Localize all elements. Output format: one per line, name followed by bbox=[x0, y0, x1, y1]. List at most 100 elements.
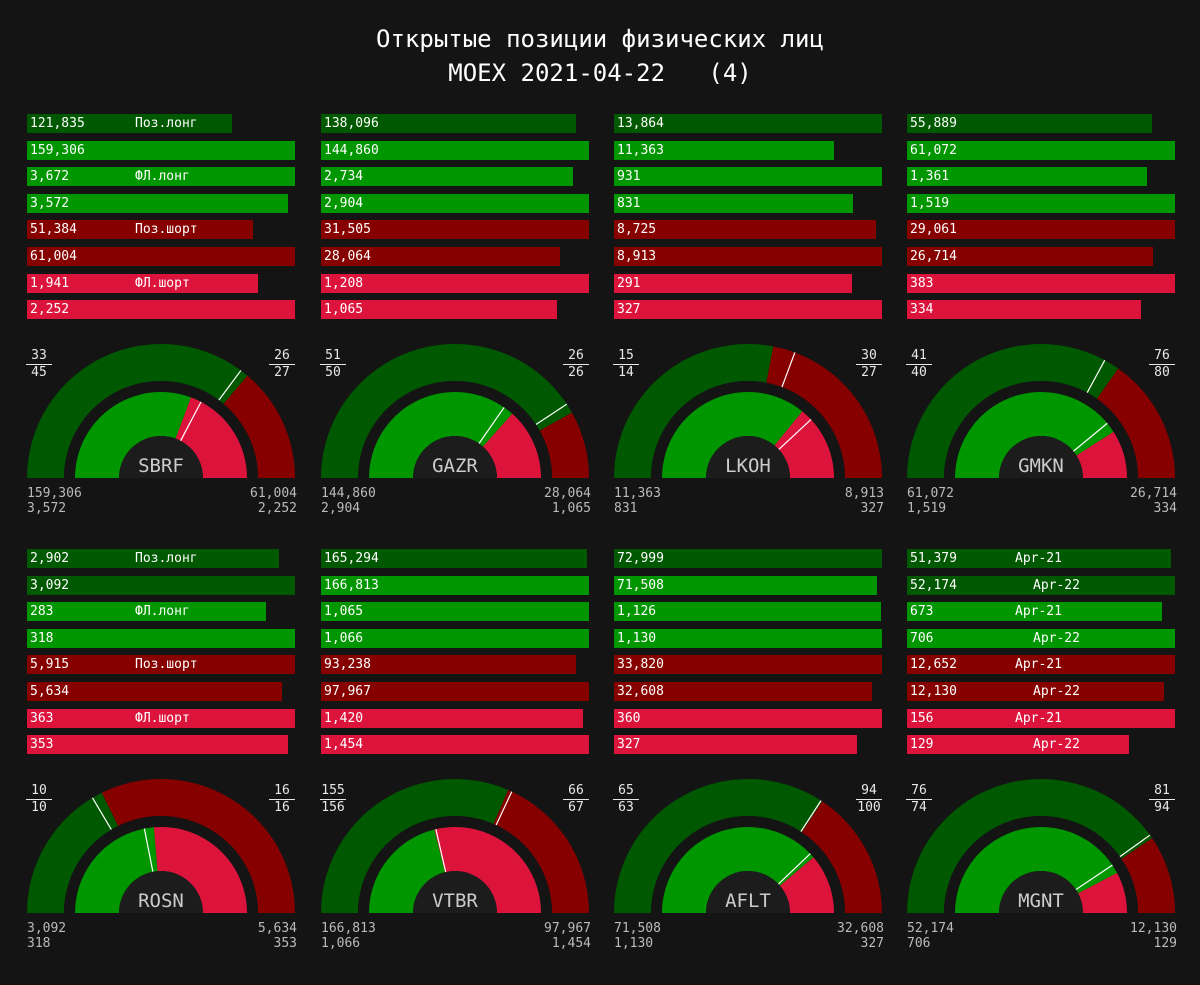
bar-value: 327 bbox=[617, 302, 641, 318]
ticker-panel-sbrf: 121,835 Поз.лонг 159,306 3,672 ФЛ.лонг 3,572 5… bbox=[26, 114, 297, 542]
footer-value: 2,252 bbox=[257, 501, 297, 516]
footer-value: 159,306 bbox=[27, 486, 82, 501]
gauge-inner-short-arc bbox=[779, 857, 834, 913]
bar bbox=[321, 114, 577, 133]
gauge-outer-short-arc bbox=[223, 375, 295, 478]
bar-row: 8,725 bbox=[614, 220, 882, 240]
bar-row: 2,734 bbox=[321, 167, 589, 187]
footer-value: 831 bbox=[614, 501, 638, 516]
bar-value: 166,813 bbox=[324, 577, 379, 593]
gauge-inner-long-arc bbox=[369, 392, 513, 478]
bar-row: 291 bbox=[614, 273, 882, 293]
bar bbox=[614, 167, 882, 187]
bar bbox=[321, 708, 583, 728]
gauge-right-fraction-numerator: 26 bbox=[269, 348, 295, 365]
footer-value: 327 bbox=[860, 501, 884, 516]
bar bbox=[614, 549, 882, 568]
gauge-inner-long-arc bbox=[662, 392, 803, 478]
bar-value: 2,734 bbox=[324, 169, 364, 185]
bar bbox=[27, 682, 283, 701]
footer-value: 353 bbox=[273, 936, 297, 951]
gauge-outer-long-arc bbox=[907, 344, 1119, 478]
gauge-right-fraction-numerator: 26 bbox=[563, 348, 589, 365]
bar-value: 5,634 bbox=[30, 684, 70, 699]
footer-value: 166,813 bbox=[321, 921, 376, 936]
bar-row: 706 Apr-22 bbox=[907, 628, 1175, 648]
bar-value: 931 bbox=[617, 169, 641, 185]
bar-row: 327 bbox=[614, 300, 882, 320]
bar bbox=[614, 114, 882, 133]
bar bbox=[907, 300, 1141, 320]
bar-row: 360 bbox=[614, 708, 882, 728]
bar bbox=[907, 167, 1148, 187]
gauge-right-fraction-denominator: 80 bbox=[1154, 365, 1170, 380]
gauge-left-fraction-denominator: 63 bbox=[618, 800, 634, 815]
gauge-outer-short-arc bbox=[1121, 838, 1175, 913]
bar-value: 283 bbox=[30, 604, 54, 620]
bar-value: 26,714 bbox=[910, 249, 957, 264]
bar-value: 360 bbox=[617, 710, 641, 726]
gauge-left-fraction-denominator: 10 bbox=[31, 800, 47, 815]
bar-row: 12,652 Apr-21 bbox=[907, 655, 1175, 675]
footer-value: 3,092 bbox=[27, 921, 67, 936]
footer-value: 144,860 bbox=[321, 486, 376, 501]
bar-label: Apr-22 bbox=[1033, 630, 1080, 646]
gauge-right-fraction-numerator: 94 bbox=[856, 783, 882, 800]
gauge-right-fraction-numerator: 66 bbox=[563, 783, 589, 800]
gauge-right-fraction-numerator: 16 bbox=[269, 783, 295, 800]
gauge-outer-short-arc bbox=[801, 801, 882, 913]
bar-label: Apr-22 bbox=[1033, 684, 1080, 699]
bar bbox=[907, 708, 1175, 728]
bar bbox=[27, 140, 295, 160]
ticker-panel-rosn: 2,902 Поз.лонг 3,092 283 ФЛ.лонг 318 5,915 Поз.… bbox=[26, 549, 297, 977]
bar-value: 156 bbox=[910, 710, 934, 726]
gauge-vtbr: VTBR bbox=[321, 779, 589, 913]
gauge-aflt: AFLT bbox=[614, 779, 882, 913]
bar-value: 138,096 bbox=[324, 116, 379, 131]
bar bbox=[27, 167, 295, 187]
gauge-right-fraction-denominator: 100 bbox=[857, 800, 881, 815]
gauge-outer-long-arc bbox=[907, 779, 1153, 913]
bar-row: 3,092 bbox=[27, 575, 295, 595]
gauge-inner-short-arc bbox=[1078, 872, 1127, 913]
gauge-outer-long-arc bbox=[27, 344, 248, 478]
gauge-outer-prev-marker bbox=[1119, 834, 1151, 858]
gauge-outer-long-arc bbox=[321, 779, 509, 913]
footer-value: 32,608 bbox=[837, 921, 884, 936]
bar-row: 165,294 bbox=[321, 549, 589, 568]
bar-label: ФЛ.лонг bbox=[135, 604, 190, 620]
footer-value: 52,174 bbox=[907, 921, 954, 936]
bar-label: ФЛ.шорт bbox=[135, 275, 190, 291]
footer-value: 327 bbox=[860, 936, 884, 951]
bar-label: Apr-22 bbox=[1033, 577, 1080, 593]
bar bbox=[907, 247, 1154, 266]
bar-value: 291 bbox=[617, 275, 641, 291]
gauge-inner-long-arc bbox=[75, 392, 191, 478]
bar-value: 71,508 bbox=[617, 577, 664, 593]
bar-value: 8,725 bbox=[617, 222, 657, 238]
bar bbox=[614, 602, 882, 622]
gauge-inner-long-arc bbox=[75, 827, 158, 913]
bar bbox=[27, 193, 288, 213]
bar-row: 26,714 bbox=[907, 247, 1175, 266]
gauge-outer-long-arc bbox=[614, 344, 774, 478]
bar bbox=[27, 602, 266, 622]
bar bbox=[907, 655, 1175, 675]
bar bbox=[27, 300, 295, 320]
bar-value: 159,306 bbox=[30, 142, 85, 158]
bar-row: 29,061 bbox=[907, 220, 1175, 240]
bar-value: 1,208 bbox=[324, 275, 364, 291]
bar-row: 31,505 bbox=[321, 220, 589, 240]
gauge-gmkn: GMKN bbox=[907, 344, 1175, 478]
gauge-inner-prev-marker bbox=[777, 853, 811, 885]
bar bbox=[321, 193, 589, 213]
bar-row: 156 Apr-21 bbox=[907, 708, 1175, 728]
bar-row: 1,361 bbox=[907, 167, 1175, 187]
ticker-name: VTBR bbox=[432, 890, 478, 912]
gauge-mgnt: MGNT bbox=[907, 779, 1175, 913]
bar-value: 129 bbox=[910, 737, 934, 753]
bar-row: 33,820 bbox=[614, 655, 882, 675]
gauge-left-fraction: 65 63 bbox=[613, 783, 639, 816]
footer-value: 61,004 bbox=[250, 486, 297, 501]
bar-row: 318 bbox=[27, 628, 295, 648]
